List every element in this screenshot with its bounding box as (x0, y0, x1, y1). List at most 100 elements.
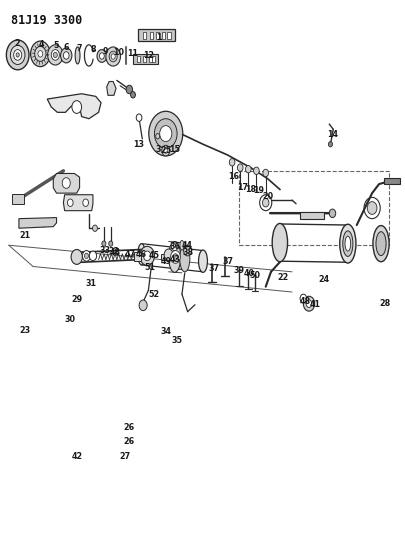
Ellipse shape (375, 232, 385, 256)
Circle shape (367, 201, 376, 214)
Ellipse shape (179, 245, 190, 272)
Text: 19: 19 (253, 186, 264, 195)
Text: 30: 30 (65, 315, 76, 324)
Text: 25: 25 (160, 146, 171, 155)
Circle shape (303, 296, 314, 311)
Text: 10: 10 (113, 48, 124, 56)
Circle shape (92, 225, 97, 231)
Bar (299, 212, 324, 219)
Bar (12, 194, 24, 204)
Text: 18: 18 (245, 185, 256, 194)
Circle shape (299, 294, 306, 303)
Circle shape (159, 126, 171, 142)
Ellipse shape (75, 47, 80, 64)
Text: 26: 26 (124, 438, 134, 447)
Polygon shape (47, 94, 101, 119)
Text: 11: 11 (126, 50, 137, 58)
Text: 39: 39 (233, 266, 244, 274)
Bar (161, 31, 164, 39)
Text: 34: 34 (160, 327, 171, 336)
Bar (156, 31, 159, 39)
Circle shape (259, 195, 271, 211)
Circle shape (305, 300, 311, 308)
Circle shape (60, 48, 72, 63)
Circle shape (155, 134, 159, 139)
Bar (383, 177, 399, 184)
Text: 32: 32 (108, 247, 119, 256)
Ellipse shape (339, 224, 355, 263)
Text: 41: 41 (309, 300, 320, 309)
Text: 27: 27 (119, 452, 130, 461)
Ellipse shape (342, 231, 352, 256)
Text: 36: 36 (170, 243, 181, 252)
Text: 23: 23 (19, 326, 30, 335)
Polygon shape (107, 82, 116, 95)
Text: 40: 40 (243, 269, 254, 278)
Circle shape (170, 251, 180, 263)
Bar (148, 56, 151, 62)
Circle shape (126, 85, 132, 94)
Text: 17: 17 (237, 183, 247, 192)
Circle shape (83, 199, 88, 206)
Text: 47: 47 (124, 251, 135, 260)
Bar (137, 56, 140, 62)
Bar (160, 254, 166, 260)
Text: 50: 50 (249, 271, 260, 280)
Text: 35: 35 (171, 336, 182, 345)
Circle shape (136, 114, 142, 122)
Circle shape (237, 164, 243, 171)
Circle shape (34, 46, 46, 61)
Text: 9: 9 (102, 47, 108, 55)
Text: 37: 37 (208, 264, 219, 272)
Text: 49: 49 (160, 257, 171, 265)
Text: 31: 31 (85, 279, 96, 288)
Circle shape (71, 249, 82, 264)
Text: 16: 16 (227, 172, 238, 181)
Circle shape (161, 146, 169, 156)
Circle shape (109, 51, 117, 62)
Circle shape (140, 246, 154, 265)
Circle shape (84, 253, 88, 259)
Text: 12: 12 (143, 51, 154, 60)
Text: 13: 13 (132, 140, 143, 149)
Circle shape (89, 251, 96, 261)
Circle shape (253, 167, 259, 174)
Bar (138, 29, 174, 41)
Circle shape (63, 52, 69, 59)
Text: 29: 29 (71, 295, 82, 304)
Circle shape (38, 51, 43, 57)
Text: 42: 42 (71, 453, 82, 462)
Circle shape (109, 241, 113, 246)
Circle shape (53, 52, 57, 58)
Text: 26: 26 (123, 423, 134, 432)
Circle shape (111, 54, 115, 59)
Circle shape (11, 45, 25, 64)
Polygon shape (63, 195, 93, 211)
Text: 28: 28 (379, 299, 390, 308)
Circle shape (148, 111, 182, 156)
Ellipse shape (179, 240, 183, 250)
Text: 8: 8 (90, 45, 96, 54)
Text: 45: 45 (149, 252, 160, 260)
Text: 2: 2 (14, 39, 20, 48)
Bar (143, 56, 145, 62)
Bar (134, 252, 141, 261)
Circle shape (14, 50, 22, 60)
Bar (151, 56, 154, 62)
Text: 52: 52 (148, 289, 159, 298)
Circle shape (30, 41, 50, 67)
Polygon shape (19, 217, 56, 228)
Circle shape (82, 251, 90, 261)
Circle shape (262, 198, 268, 207)
Text: 6: 6 (63, 43, 69, 52)
Text: 48: 48 (109, 248, 120, 257)
Ellipse shape (198, 250, 207, 272)
Text: 15: 15 (169, 145, 180, 154)
Polygon shape (239, 171, 388, 245)
Bar (167, 31, 170, 39)
Text: 48: 48 (299, 296, 310, 305)
Circle shape (99, 53, 104, 59)
Circle shape (102, 241, 106, 246)
Circle shape (16, 53, 19, 57)
Text: 21: 21 (19, 231, 30, 240)
